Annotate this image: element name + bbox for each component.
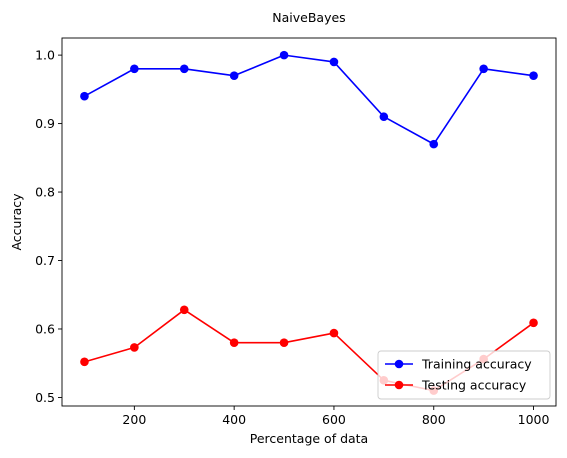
data-point bbox=[379, 112, 389, 122]
data-point bbox=[279, 338, 289, 347]
data-point bbox=[529, 71, 538, 80]
y-axis: 0.5 0.6 0.7 0.8 0.9 1.0 bbox=[35, 48, 62, 405]
data-point bbox=[279, 50, 289, 60]
legend-label: Training accuracy bbox=[421, 357, 532, 372]
data-point bbox=[329, 57, 339, 67]
y-axis-label: Accuracy bbox=[9, 193, 24, 251]
y-tick-label: 1.0 bbox=[35, 48, 55, 63]
data-point bbox=[80, 357, 89, 367]
y-tick-label: 0.8 bbox=[35, 185, 55, 200]
data-point bbox=[229, 338, 239, 347]
data-point bbox=[229, 71, 239, 80]
data-point bbox=[80, 91, 89, 101]
x-tick-label: 800 bbox=[422, 412, 446, 427]
legend-marker bbox=[394, 359, 404, 369]
data-point bbox=[179, 64, 189, 74]
legend-box bbox=[377, 350, 551, 400]
y-tick-label: 0.5 bbox=[35, 390, 55, 405]
series-training bbox=[80, 50, 538, 149]
x-axis: 200 400 600 800 1000 bbox=[122, 406, 549, 427]
data-point bbox=[130, 64, 139, 74]
y-tick-label: 0.6 bbox=[35, 321, 55, 336]
legend-item: Testing accuracy bbox=[385, 378, 527, 393]
legend: Training accuracy Testing accuracy bbox=[377, 350, 551, 400]
x-tick-label: 200 bbox=[122, 412, 146, 427]
y-tick-label: 0.7 bbox=[35, 253, 55, 268]
legend-item: Training accuracy bbox=[385, 357, 532, 372]
chart-title: NaiveBayes bbox=[272, 10, 345, 25]
legend-marker bbox=[394, 380, 404, 390]
data-point bbox=[179, 305, 189, 315]
x-axis-label: Percentage of data bbox=[250, 431, 368, 446]
y-tick-label: 0.9 bbox=[35, 116, 55, 131]
data-point bbox=[529, 318, 538, 328]
x-tick-label: 400 bbox=[222, 412, 246, 427]
data-point bbox=[479, 64, 488, 74]
data-point bbox=[429, 139, 439, 149]
plot-frame bbox=[61, 37, 557, 407]
x-tick-label: 600 bbox=[322, 412, 346, 427]
data-point bbox=[329, 328, 339, 338]
series-line bbox=[84, 54, 534, 145]
x-tick-label: 1000 bbox=[518, 412, 550, 427]
legend-label: Testing accuracy bbox=[421, 378, 527, 393]
data-point bbox=[130, 343, 139, 352]
